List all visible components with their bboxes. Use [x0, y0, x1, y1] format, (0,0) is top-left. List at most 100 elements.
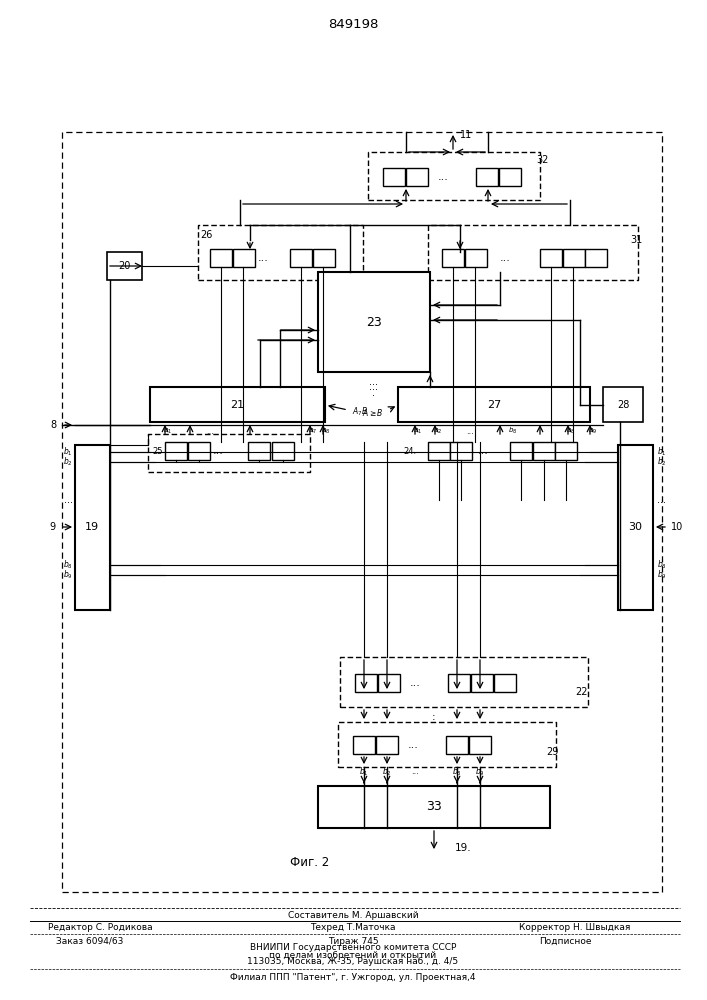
Text: 113035, Москва, Ж-35, Раушская наб., д. 4/5: 113035, Москва, Ж-35, Раушская наб., д. … — [247, 958, 459, 966]
Text: 31: 31 — [630, 235, 642, 245]
Text: .: . — [373, 388, 375, 398]
Bar — [446, 736, 468, 754]
Bar — [210, 249, 232, 267]
Text: $b_9$: $b_9$ — [657, 569, 667, 581]
Bar — [442, 249, 464, 267]
Text: ...: ... — [206, 426, 214, 436]
Text: $b_8$: $b_8$ — [322, 426, 331, 436]
Text: ...: ... — [257, 253, 269, 263]
Bar — [313, 249, 335, 267]
Text: ...: ... — [438, 172, 448, 182]
Text: 10: 10 — [671, 522, 683, 532]
Text: ...: ... — [370, 377, 378, 387]
Text: 11: 11 — [460, 130, 472, 140]
Text: $b_1$: $b_1$ — [359, 766, 369, 778]
Bar — [428, 442, 450, 460]
Text: ...: ... — [370, 382, 378, 392]
Bar — [465, 249, 487, 267]
Text: ...: ... — [500, 253, 510, 263]
Text: 19: 19 — [85, 522, 99, 532]
Text: ...: ... — [477, 446, 489, 456]
Text: $b_2$: $b_2$ — [657, 456, 667, 468]
Bar — [585, 249, 607, 267]
Bar — [476, 168, 498, 186]
Text: 8: 8 — [51, 420, 57, 430]
Text: Тираж 745: Тираж 745 — [327, 936, 378, 946]
Bar — [540, 249, 562, 267]
Text: $A_7B$: $A_7B$ — [352, 406, 368, 418]
Text: Подписное: Подписное — [539, 936, 591, 946]
Text: ...: ... — [411, 768, 419, 776]
Bar — [510, 442, 532, 460]
Text: :: : — [432, 712, 436, 722]
Text: $b_8$: $b_8$ — [508, 426, 518, 436]
Bar — [107, 252, 142, 280]
Text: Заказ 6094/63: Заказ 6094/63 — [57, 936, 124, 946]
Text: 21: 21 — [230, 400, 244, 410]
Text: Составитель М. Аршавский: Составитель М. Аршавский — [288, 910, 419, 920]
Bar — [165, 442, 187, 460]
Text: 19.: 19. — [455, 843, 472, 853]
Text: $b_1$: $b_1$ — [64, 446, 73, 458]
Text: $b_8$: $b_8$ — [452, 766, 462, 778]
Bar — [355, 674, 377, 692]
Text: по делам изобретений и открытий: по делам изобретений и открытий — [269, 950, 436, 960]
Text: Корректор Н. Швыдкая: Корректор Н. Швыдкая — [520, 924, 631, 932]
Text: 30: 30 — [628, 522, 642, 532]
Bar — [494, 674, 516, 692]
Bar — [499, 168, 521, 186]
Text: 26: 26 — [200, 230, 212, 240]
Text: 29: 29 — [546, 747, 559, 757]
Bar — [603, 387, 643, 422]
Text: ВНИИПИ Государственного комитета СССР: ВНИИПИ Государственного комитета СССР — [250, 944, 456, 952]
Bar — [533, 442, 555, 460]
Text: ...: ... — [64, 495, 73, 505]
Bar — [563, 249, 585, 267]
Bar — [378, 674, 400, 692]
Text: 849198: 849198 — [328, 18, 378, 31]
Text: $b_2$: $b_2$ — [382, 766, 392, 778]
Bar — [469, 736, 491, 754]
Bar — [383, 168, 405, 186]
Text: $b_2$: $b_2$ — [63, 456, 73, 468]
Text: $b_9$: $b_9$ — [588, 426, 597, 436]
Text: $b_1$: $b_1$ — [657, 446, 667, 458]
Text: $b_1$: $b_1$ — [163, 426, 173, 436]
Bar — [376, 736, 398, 754]
Bar — [450, 442, 472, 460]
Bar — [398, 387, 590, 422]
Bar — [618, 445, 653, 610]
Bar — [233, 249, 255, 267]
Text: $b_2$: $b_2$ — [433, 426, 443, 436]
Bar — [290, 249, 312, 267]
Text: Фиг. 2: Фиг. 2 — [291, 856, 329, 868]
Text: Техред Т.Маточка: Техред Т.Маточка — [310, 924, 396, 932]
Text: 25: 25 — [152, 446, 163, 456]
Text: $A{\geq}B$: $A{\geq}B$ — [362, 406, 384, 418]
Bar — [406, 168, 428, 186]
Text: $b_9$: $b_9$ — [63, 569, 73, 581]
Text: 9: 9 — [50, 522, 56, 532]
Bar — [318, 786, 550, 828]
Text: 32: 32 — [537, 155, 549, 165]
Text: 28: 28 — [617, 400, 629, 410]
Text: 23: 23 — [366, 316, 382, 328]
Text: 27: 27 — [487, 400, 501, 410]
Text: ...: ... — [213, 446, 223, 456]
Text: $b_1$: $b_1$ — [414, 426, 423, 436]
Text: Филиал ППП "Патент", г. Ужгород, ул. Проектная,4: Филиал ППП "Патент", г. Ужгород, ул. Про… — [230, 974, 476, 982]
Bar — [188, 442, 210, 460]
Text: 33: 33 — [426, 800, 442, 814]
Text: $b_8$: $b_8$ — [657, 559, 667, 571]
Bar — [555, 442, 577, 460]
Text: $b_7$: $b_7$ — [308, 426, 317, 436]
Text: $b_9$: $b_9$ — [475, 766, 485, 778]
Text: $b_8$: $b_8$ — [63, 559, 73, 571]
Text: ...: ... — [657, 495, 666, 505]
Text: Редактор С. Родикова: Редактор С. Родикова — [47, 924, 152, 932]
Text: 20: 20 — [118, 261, 130, 271]
Text: ...: ... — [466, 426, 474, 436]
Bar — [150, 387, 325, 422]
Bar — [75, 445, 110, 610]
Bar — [471, 674, 493, 692]
